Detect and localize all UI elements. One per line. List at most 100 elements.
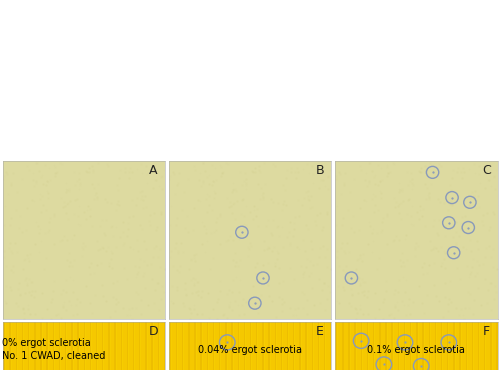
Bar (17, 322, 18, 370)
Bar (306, 322, 307, 370)
Bar (404, 322, 406, 370)
Bar (71, 322, 72, 370)
Bar (171, 322, 172, 370)
Bar (472, 322, 473, 370)
Bar (393, 322, 394, 370)
Bar (348, 322, 350, 370)
Bar (447, 322, 448, 370)
Text: E: E (316, 325, 324, 338)
Bar (356, 322, 357, 370)
Bar (362, 322, 363, 370)
Bar (153, 322, 154, 370)
Bar (226, 322, 228, 370)
Bar (368, 322, 369, 370)
Bar (379, 322, 380, 370)
Bar (245, 322, 246, 370)
Bar (140, 322, 141, 370)
Bar (208, 322, 209, 370)
Bar (16, 322, 17, 370)
Bar (367, 322, 368, 370)
Bar (202, 322, 203, 370)
Bar (312, 322, 313, 370)
Bar (436, 322, 437, 370)
Bar (466, 322, 467, 370)
Bar (410, 322, 412, 370)
Bar (79, 322, 80, 370)
Text: A: A (149, 164, 158, 177)
Bar (220, 322, 222, 370)
Bar (170, 322, 171, 370)
Bar (96, 322, 98, 370)
Bar (52, 322, 54, 370)
Bar (164, 322, 165, 370)
Bar (430, 322, 431, 370)
Bar (122, 322, 123, 370)
Bar (108, 322, 110, 370)
Bar (11, 322, 12, 370)
Bar (182, 322, 184, 370)
Bar (280, 322, 282, 370)
Bar (354, 322, 356, 370)
Bar (416, 322, 418, 370)
Bar (90, 322, 91, 370)
Bar (268, 322, 270, 370)
Bar (467, 322, 468, 370)
Bar (206, 322, 208, 370)
Text: 0.1% ergot sclerotia: 0.1% ergot sclerotia (368, 345, 466, 355)
Bar (40, 322, 42, 370)
Bar (176, 322, 178, 370)
Bar (373, 322, 374, 370)
Bar (232, 322, 233, 370)
Bar (300, 322, 302, 370)
Bar (91, 322, 92, 370)
Bar (293, 322, 294, 370)
Bar (233, 322, 234, 370)
Bar (442, 322, 443, 370)
Bar (213, 322, 214, 370)
Bar (65, 322, 66, 370)
Bar (490, 322, 492, 370)
Bar (330, 322, 332, 370)
Bar (287, 322, 288, 370)
Text: 0% ergot sclerotia
No. 1 CWAD, cleaned: 0% ergot sclerotia No. 1 CWAD, cleaned (2, 338, 106, 361)
Bar (392, 322, 393, 370)
Bar (188, 322, 190, 370)
Bar (399, 322, 400, 370)
Bar (46, 322, 48, 370)
Bar (380, 322, 382, 370)
Bar (473, 322, 474, 370)
Bar (120, 322, 122, 370)
Bar (484, 322, 486, 370)
Bar (84, 322, 85, 370)
Bar (282, 322, 283, 370)
Bar (28, 322, 29, 370)
Bar (307, 322, 308, 370)
Bar (336, 322, 338, 370)
Bar (238, 322, 239, 370)
Bar (496, 322, 498, 370)
Bar (250, 322, 252, 370)
Bar (448, 322, 450, 370)
Bar (165, 322, 166, 370)
Bar (441, 322, 442, 370)
Bar (54, 322, 55, 370)
Text: 0.04% ergot sclerotia: 0.04% ergot sclerotia (198, 345, 302, 355)
Bar (22, 322, 24, 370)
Bar (360, 322, 362, 370)
Bar (34, 322, 35, 370)
Bar (454, 322, 456, 370)
Bar (324, 322, 326, 370)
Bar (139, 322, 140, 370)
Bar (294, 322, 296, 370)
Bar (128, 322, 129, 370)
Bar (374, 322, 376, 370)
Bar (78, 322, 79, 370)
Bar (60, 322, 61, 370)
Bar (318, 322, 319, 370)
Text: D: D (148, 325, 158, 338)
Bar (256, 322, 258, 370)
Bar (194, 322, 196, 370)
Bar (152, 322, 153, 370)
Bar (276, 322, 277, 370)
Bar (219, 322, 220, 370)
